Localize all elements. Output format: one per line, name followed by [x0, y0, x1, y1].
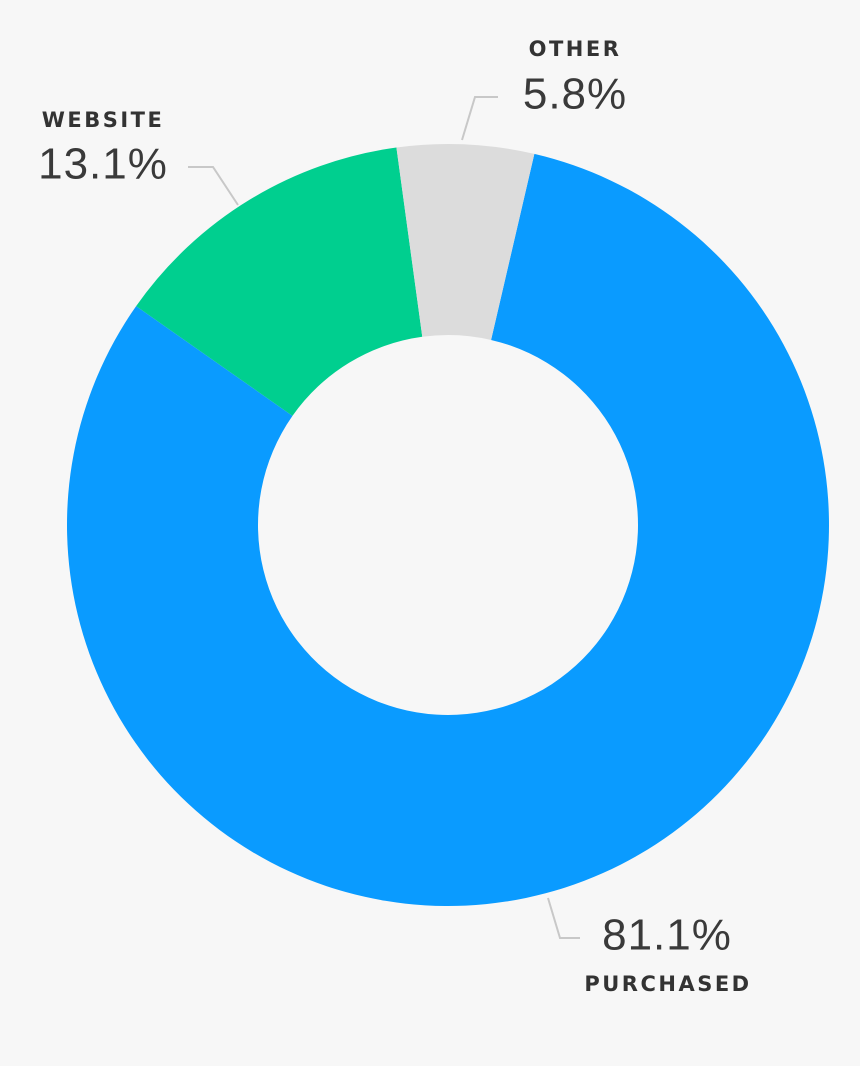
donut-slice [136, 147, 423, 416]
leader-line [188, 166, 239, 206]
slice-category-label: WEBSITE [42, 108, 165, 132]
slice-value-label: 13.1% [38, 140, 168, 189]
donut-slice [67, 153, 829, 906]
donut-slice [396, 143, 535, 340]
slice-value-label: 5.8% [523, 70, 627, 119]
leader-line [547, 897, 580, 939]
slice-value-label: 81.1% [602, 911, 732, 960]
slice-category-label: OTHER [529, 37, 622, 61]
slice-category-label: PURCHASED [584, 972, 751, 996]
leader-line [461, 96, 498, 141]
